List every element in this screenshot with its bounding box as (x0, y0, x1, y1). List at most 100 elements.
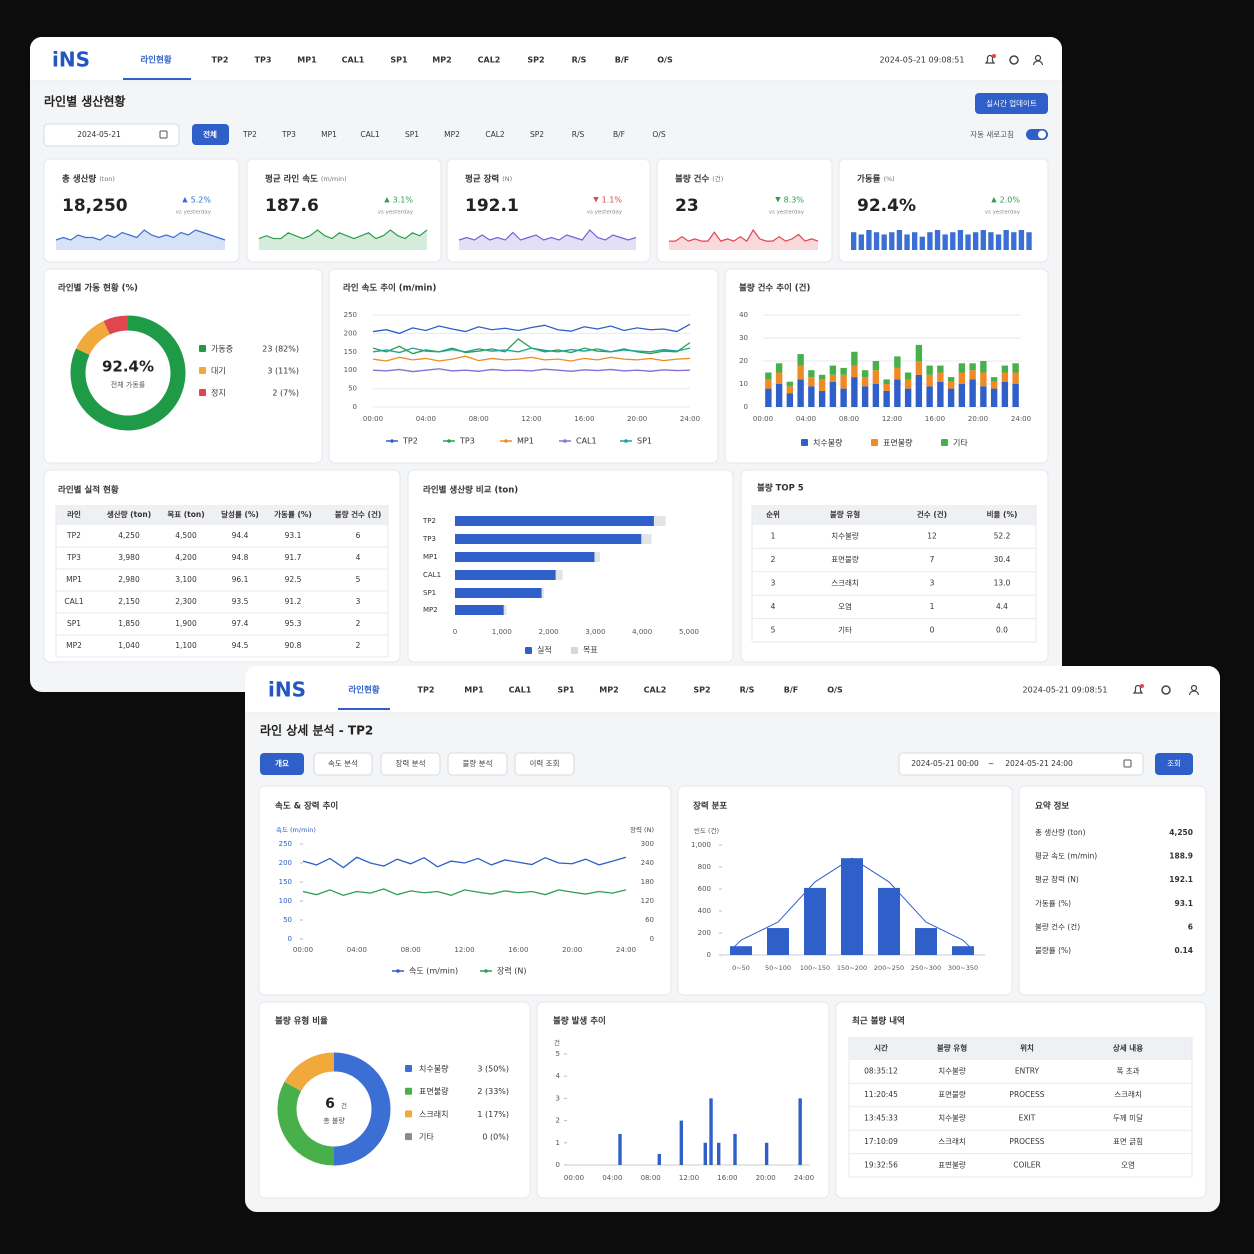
sub-tab[interactable] (313, 752, 373, 776)
defect-bar (798, 1098, 802, 1165)
table-cell: 4,200 (175, 553, 197, 562)
nav-tab[interactable]: SP2 (527, 56, 544, 65)
nav-tab[interactable]: SP2 (693, 686, 710, 695)
donut-segment (333, 1052, 391, 1166)
filter-button[interactable]: O/S (652, 130, 665, 139)
stacked-bar-segment (883, 390, 890, 407)
sub-tab[interactable] (260, 753, 304, 775)
y-tick-label: 30 (739, 334, 748, 342)
nav-tab[interactable]: R/S (572, 56, 587, 65)
sub-tab-label[interactable]: 속도 분석 (328, 758, 358, 768)
nav-tab[interactable]: MP2 (432, 56, 451, 65)
filter-button[interactable]: CAL2 (485, 130, 505, 139)
x-category-label: 0~50 (732, 964, 750, 972)
series-line (302, 888, 627, 896)
legend-label: 가동중 (211, 345, 233, 354)
date-input[interactable] (43, 123, 180, 147)
legend-label: 실적 (537, 645, 552, 655)
y-tick-label: 0 (707, 951, 711, 959)
search-button[interactable] (1155, 753, 1193, 775)
filter-button[interactable]: MP2 (444, 130, 460, 139)
nav-tab[interactable]: SP1 (390, 56, 408, 65)
y-category-label: TP3 (422, 535, 436, 543)
datetime: 2024-05-21 09:08:51 (1023, 686, 1108, 695)
date-range-input[interactable] (898, 752, 1144, 776)
y-category-label: TP2 (422, 517, 436, 525)
table-cell: 스크래치 (938, 1137, 966, 1146)
x-tick-label: 04:00 (602, 1174, 622, 1182)
filter-button[interactable]: 전체 (203, 129, 217, 139)
table-cell: 치수불량 (831, 532, 859, 541)
summary-label: 불량률 (%) (1035, 946, 1071, 955)
nav-tab[interactable]: TP2 (212, 56, 229, 65)
nav-tab[interactable]: SP1 (557, 686, 575, 695)
table-cell: 7 (930, 555, 935, 564)
nav-tab[interactable]: MP1 (464, 686, 484, 695)
legend-label: MP1 (517, 437, 534, 446)
nav-tab[interactable]: R/S (740, 686, 755, 695)
icon-settings[interactable] (1161, 685, 1171, 695)
sub-tab[interactable] (514, 752, 575, 776)
nav-tab[interactable]: 라인현황 (140, 55, 171, 66)
legend-swatch (801, 439, 808, 446)
filter-button[interactable]: TP2 (242, 130, 257, 139)
x-tick-label: 04:00 (796, 415, 816, 423)
date-separator: ~ (988, 759, 994, 768)
table-header-bg (849, 1037, 1192, 1060)
nav-tab[interactable]: TP2 (418, 686, 435, 695)
nav-tab[interactable]: B/F (784, 686, 798, 695)
table-cell: 3 (356, 597, 361, 606)
kpi-unit: (건) (712, 174, 723, 183)
summary-value: 188.9 (1169, 852, 1193, 861)
filter-button[interactable]: MP1 (321, 130, 337, 139)
update-button-label[interactable]: 실시간 업데이트 (986, 98, 1037, 108)
nav-tab[interactable]: O/S (827, 686, 843, 695)
filter-button[interactable]: SP1 (405, 130, 419, 139)
filter-button[interactable]: CAL1 (360, 130, 380, 139)
spark-bar (896, 230, 903, 250)
nav-tab[interactable]: CAL1 (342, 56, 365, 65)
nav-tab[interactable]: CAL2 (478, 56, 501, 65)
nav-tab[interactable]: B/F (615, 56, 629, 65)
date-value: 2024-05-21 (77, 130, 121, 139)
sub-tab-label[interactable]: 이력 조회 (530, 758, 560, 768)
nav-tab[interactable]: MP2 (599, 686, 618, 695)
donut-center-label: 전체 가동률 (111, 380, 146, 389)
search-button-label[interactable]: 조회 (1167, 759, 1181, 768)
x-category-label: 50~100 (765, 964, 791, 972)
filter-button[interactable]: B/F (613, 130, 625, 139)
table-cell: 52.2 (994, 532, 1011, 541)
table-cell: 95.3 (285, 619, 302, 628)
nav-tab[interactable]: O/S (657, 56, 673, 65)
x-category-label: 150~200 (837, 964, 867, 972)
stacked-bar-segment (797, 354, 804, 366)
filter-active[interactable] (192, 124, 229, 145)
legend-value: 0 (0%) (482, 1133, 509, 1142)
sub-tab-label[interactable]: 장력 분석 (396, 758, 426, 768)
update-button[interactable] (975, 93, 1048, 114)
sub-tab-label[interactable]: 불량 분석 (463, 758, 493, 768)
x-tick-label: 20:00 (968, 415, 988, 423)
nav-tab[interactable]: CAL1 (509, 686, 532, 695)
icon-settings[interactable] (1009, 55, 1019, 65)
legend-label: TP3 (459, 437, 475, 446)
table-cell: 93.5 (232, 597, 249, 606)
icon-bell[interactable] (984, 54, 996, 64)
kpi-arrow: ▼ (775, 196, 781, 204)
donut-center-unit: 건 (341, 1101, 347, 1110)
filter-button[interactable]: TP3 (281, 130, 296, 139)
x-tick-label: 4,000 (632, 628, 652, 636)
sub-tab[interactable] (447, 752, 508, 776)
icon-bell[interactable] (1132, 684, 1144, 694)
y-axis-label: 속도 (m/min) (276, 826, 316, 834)
sub-tab-label[interactable]: 개요 (275, 758, 289, 768)
nav-tab[interactable]: TP3 (255, 56, 272, 65)
nav-tab[interactable]: 라인현황 (348, 685, 379, 696)
filter-button[interactable]: SP2 (530, 130, 544, 139)
nav-tab[interactable]: CAL2 (644, 686, 667, 695)
x-tick-label: 3,000 (585, 628, 605, 636)
nav-tab[interactable]: MP1 (297, 56, 317, 65)
legend-label: SP1 (637, 437, 652, 446)
sub-tab[interactable] (380, 752, 441, 776)
filter-button[interactable]: R/S (572, 130, 585, 139)
